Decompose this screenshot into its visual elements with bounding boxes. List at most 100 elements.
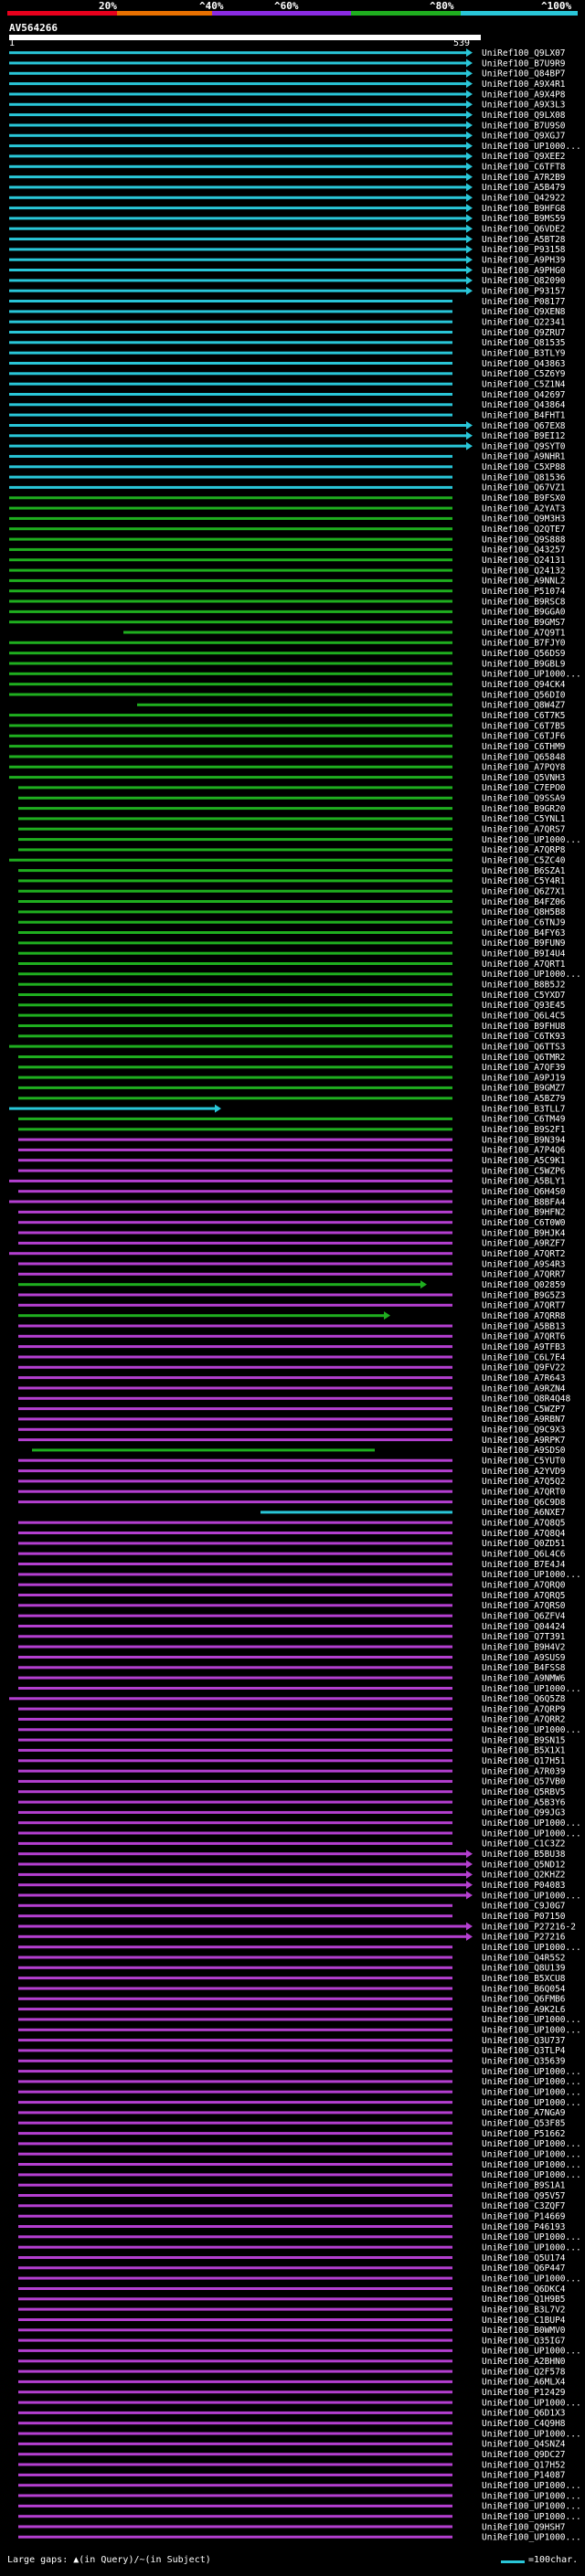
hit-label[interactable]: UniRef100_A7QRP8 (482, 845, 566, 855)
hit-label[interactable]: UniRef100_B6SZA1 (482, 866, 566, 876)
hit-alignment-bar[interactable] (18, 962, 452, 965)
hit-alignment-bar[interactable] (18, 2111, 452, 2115)
hit-alignment-bar[interactable] (18, 1645, 452, 1648)
hit-label[interactable]: UniRef100_B4FZ06 (482, 897, 566, 907)
hit-label[interactable]: UniRef100_B9G5Z3 (482, 1290, 566, 1300)
hit-label[interactable]: UniRef100_A5BZ79 (482, 1094, 566, 1104)
hit-row[interactable]: UniRef100_UP1000... (18, 2160, 581, 2170)
hit-label[interactable]: UniRef100_A7Q8Q4 (482, 1529, 566, 1539)
hit-row[interactable]: UniRef100_B6Q054 (18, 1984, 566, 1994)
hit-alignment-bar[interactable] (9, 92, 466, 96)
hit-row[interactable]: UniRef100_B9FSX0 (9, 493, 566, 504)
hit-row[interactable]: UniRef100_Q17H51 (18, 1756, 566, 1766)
hit-alignment-bar[interactable] (18, 1800, 452, 1804)
hit-label[interactable]: UniRef100_A7PQY8 (482, 763, 566, 773)
hit-label[interactable]: UniRef100_Q5RBV5 (482, 1787, 566, 1797)
hit-alignment-bar[interactable] (18, 2214, 452, 2218)
hit-label[interactable]: UniRef100_A7P4Q6 (482, 1146, 566, 1156)
hit-row[interactable]: UniRef100_A7Q8Q4 (18, 1529, 566, 1539)
hit-row[interactable]: UniRef100_A2YVD9 (18, 1467, 566, 1477)
hit-alignment-bar[interactable] (9, 310, 452, 313)
hit-alignment-bar[interactable] (18, 1542, 452, 1545)
hit-row[interactable]: UniRef100_Q5RBV5 (18, 1787, 566, 1797)
hit-row[interactable]: UniRef100_P04083 (18, 1881, 566, 1891)
hit-label[interactable]: UniRef100_UP1000... (482, 2512, 581, 2522)
hit-row[interactable]: UniRef100_B9S1A1 (18, 2181, 566, 2191)
hit-row[interactable]: UniRef100_P93157 (9, 287, 566, 297)
hit-row[interactable]: UniRef100_Q9FV22 (18, 1363, 566, 1373)
hit-label[interactable]: UniRef100_Q9XEN8 (482, 307, 566, 317)
hit-row[interactable]: UniRef100_B9RSC8 (9, 597, 566, 607)
hit-row[interactable]: UniRef100_UP1000... (18, 2533, 581, 2542)
hit-alignment-bar[interactable] (137, 703, 452, 706)
hit-alignment-bar[interactable] (18, 1241, 452, 1245)
hit-label[interactable]: UniRef100_Q6Q5Z8 (482, 1694, 566, 1704)
hit-label[interactable]: UniRef100_A9NHR1 (482, 452, 566, 462)
hit-alignment-bar[interactable] (18, 2225, 452, 2228)
hit-label[interactable]: UniRef100_B9N394 (482, 1135, 566, 1145)
hit-row[interactable]: UniRef100_Q24131 (9, 556, 566, 566)
hit-alignment-bar[interactable] (18, 1396, 452, 1400)
hit-label[interactable]: UniRef100_A9SUS9 (482, 1653, 566, 1663)
hit-alignment-bar[interactable] (9, 589, 452, 593)
hit-row[interactable]: UniRef100_C5WZP6 (18, 1166, 566, 1176)
hit-label[interactable]: UniRef100_UP1000... (482, 2015, 581, 2025)
hit-alignment-bar[interactable] (18, 1779, 452, 1783)
hit-alignment-bar[interactable] (9, 372, 452, 376)
hit-label[interactable]: UniRef100_B9EI12 (482, 431, 566, 441)
hit-alignment-bar[interactable] (18, 2287, 452, 2290)
hit-alignment-bar[interactable] (9, 82, 466, 86)
hit-row[interactable]: UniRef100_A9RZF7 (18, 1239, 566, 1249)
hit-alignment-bar[interactable] (9, 693, 452, 696)
hit-row[interactable]: UniRef100_A7R039 (18, 1766, 566, 1776)
hit-label[interactable]: UniRef100_Q6TMR2 (482, 1053, 566, 1063)
hit-label[interactable]: UniRef100_A2YAT3 (482, 504, 566, 514)
hit-label[interactable]: UniRef100_UP1000... (482, 835, 581, 845)
hit-label[interactable]: UniRef100_B5X1X1 (482, 1746, 566, 1756)
hit-alignment-bar[interactable] (9, 133, 466, 137)
hit-label[interactable]: UniRef100_A6NXE7 (482, 1508, 566, 1518)
hit-alignment-bar[interactable] (18, 1221, 452, 1224)
hit-row[interactable]: UniRef100_P27216 (18, 1933, 566, 1943)
hit-alignment-bar[interactable] (18, 1872, 466, 1876)
hit-label[interactable]: UniRef100_Q35IG7 (482, 2336, 566, 2346)
hit-label[interactable]: UniRef100_Q8R4Q48 (482, 1394, 571, 1405)
hit-row[interactable]: UniRef100_A5BB13 (18, 1321, 566, 1331)
hit-row[interactable]: UniRef100_A7Q5Q2 (18, 1477, 566, 1487)
hit-label[interactable]: UniRef100_B9HJK4 (482, 1228, 566, 1238)
hit-row[interactable]: UniRef100_Q94CK4 (9, 680, 566, 690)
hit-label[interactable]: UniRef100_Q6Z7X1 (482, 887, 566, 897)
hit-row[interactable]: UniRef100_UP1000... (18, 2150, 581, 2160)
hit-row[interactable]: UniRef100_UP1000... (18, 1891, 581, 1901)
hit-label[interactable]: UniRef100_B7FJY0 (482, 639, 566, 649)
hit-label[interactable]: UniRef100_C6T0W0 (482, 1218, 566, 1228)
hit-alignment-bar[interactable] (18, 1831, 452, 1835)
hit-label[interactable]: UniRef100_C5Z1N4 (482, 380, 566, 390)
hit-label[interactable]: UniRef100_Q24132 (482, 566, 566, 576)
hit-alignment-bar[interactable] (9, 599, 452, 603)
hit-label[interactable]: UniRef100_P46193 (482, 2222, 566, 2232)
hit-row[interactable]: UniRef100_A9NHR1 (9, 452, 566, 462)
hit-row[interactable]: UniRef100_P12429 (18, 2388, 566, 2398)
hit-alignment-bar[interactable] (18, 1500, 452, 1504)
hit-row[interactable]: UniRef100_Q99JG3 (18, 1808, 566, 1818)
hit-label[interactable]: UniRef100_Q9FV22 (482, 1363, 566, 1373)
hit-alignment-bar[interactable] (9, 123, 466, 127)
hit-label[interactable]: UniRef100_A7QRQ0 (482, 1581, 566, 1591)
hit-alignment-bar[interactable] (18, 1148, 452, 1151)
hit-row[interactable]: UniRef100_C6TJF6 (9, 732, 566, 742)
hit-row[interactable]: UniRef100_Q1H9B5 (18, 2295, 566, 2305)
hit-label[interactable]: UniRef100_P14669 (482, 2212, 566, 2222)
hit-alignment-bar[interactable] (18, 1479, 452, 1483)
hit-row[interactable]: UniRef100_Q2QTE7 (9, 525, 566, 535)
hit-alignment-bar[interactable] (18, 2359, 452, 2363)
hit-row[interactable]: UniRef100_B9HFG8 (9, 204, 566, 214)
hit-row[interactable]: UniRef100_UP1000... (18, 2015, 581, 2025)
hit-label[interactable]: UniRef100_A7R2B9 (482, 173, 566, 183)
hit-alignment-bar[interactable] (18, 889, 452, 893)
hit-alignment-bar[interactable] (18, 2318, 452, 2321)
hit-row[interactable]: UniRef100_P51074 (9, 587, 566, 597)
hit-label[interactable]: UniRef100_P07150 (482, 1912, 566, 1922)
hit-label[interactable]: UniRef100_B9FSX0 (482, 493, 566, 504)
hit-alignment-bar[interactable] (18, 2101, 452, 2104)
